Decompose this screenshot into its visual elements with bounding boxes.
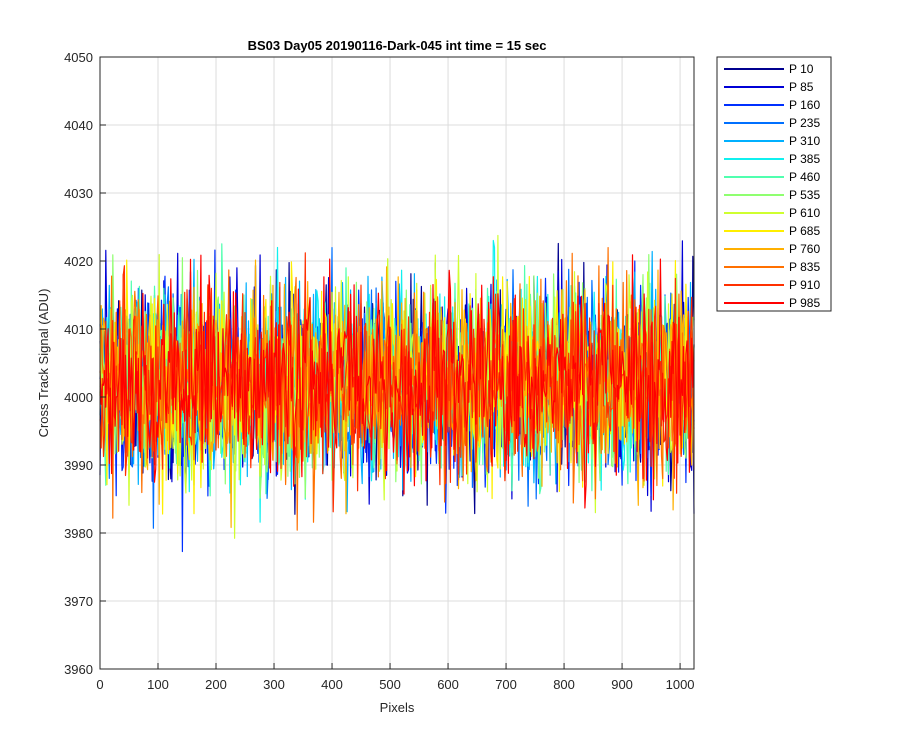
x-tick-label: 200 [205, 677, 227, 692]
y-tick-label: 3990 [64, 458, 93, 473]
x-tick-label: 600 [437, 677, 459, 692]
legend-item: P 535 [724, 188, 820, 202]
x-tick-label: 100 [147, 677, 169, 692]
legend-label: P 10 [789, 62, 814, 76]
y-tick-label: 3960 [64, 662, 93, 677]
legend-item: P 160 [724, 98, 820, 112]
x-tick-label: 300 [263, 677, 285, 692]
y-tick-label: 4040 [64, 118, 93, 133]
series-lines [99, 234, 695, 553]
legend-item: P 685 [724, 224, 820, 238]
legend-label: P 685 [789, 224, 820, 238]
legend-label: P 535 [789, 188, 820, 202]
y-tick-label: 4000 [64, 390, 93, 405]
legend-label: P 385 [789, 152, 820, 166]
y-tick-label: 4020 [64, 254, 93, 269]
legend-items: P 10 P 85 P 160 P 235 P 310 P 385 P 460 P 535 P … [724, 62, 820, 310]
x-axis-label: Pixels [380, 700, 415, 715]
legend-item: P 10 [724, 62, 814, 76]
plot-border [99, 56, 695, 670]
legend-label: P 85 [789, 80, 814, 94]
x-tick-label: 500 [379, 677, 401, 692]
legend-item: P 310 [724, 134, 820, 148]
legend-label: P 910 [789, 278, 820, 292]
x-tick-label: 400 [321, 677, 343, 692]
series-line-p-985 [99, 254, 695, 509]
legend-box [716, 56, 832, 312]
legend-item: P 910 [724, 278, 820, 292]
legend-item: P 985 [724, 296, 820, 310]
x-tick-label: 900 [611, 677, 633, 692]
legend-label: P 835 [789, 260, 820, 274]
legend-item: P 460 [724, 170, 820, 184]
legend-label: P 610 [789, 206, 820, 220]
x-tick-label: 0 [96, 677, 103, 692]
legend-label: P 160 [789, 98, 820, 112]
x-tick-label: 800 [553, 677, 575, 692]
legend: P 10 P 85 P 160 P 235 P 310 P 385 P 460 P 535 P … [716, 56, 832, 312]
legend-item: P 85 [724, 80, 814, 94]
y-tick-label: 4010 [64, 322, 93, 337]
legend-label: P 760 [789, 242, 820, 256]
y-tick-label: 3980 [64, 526, 93, 541]
y-tick-label: 4030 [64, 186, 93, 201]
axis-ticks: 0 100 200 300 400 500 600 700 800 900 1000 3960 3970… [64, 50, 694, 692]
legend-label: P 310 [789, 134, 820, 148]
legend-label: P 460 [789, 170, 820, 184]
y-axis-label: Cross Track Signal (ADU) [36, 289, 51, 438]
y-tick-label: 4050 [64, 50, 93, 65]
legend-label: P 985 [789, 296, 820, 310]
y-tick-label: 3970 [64, 594, 93, 609]
legend-label: P 235 [789, 116, 820, 130]
legend-item: P 385 [724, 152, 820, 166]
legend-item: P 835 [724, 260, 820, 274]
legend-item: P 760 [724, 242, 820, 256]
chart-title: BS03 Day05 20190116-Dark-045 int time = … [248, 38, 547, 53]
x-tick-label: 700 [495, 677, 517, 692]
legend-item: P 235 [724, 116, 820, 130]
x-tick-label: 1000 [666, 677, 695, 692]
legend-item: P 610 [724, 206, 820, 220]
